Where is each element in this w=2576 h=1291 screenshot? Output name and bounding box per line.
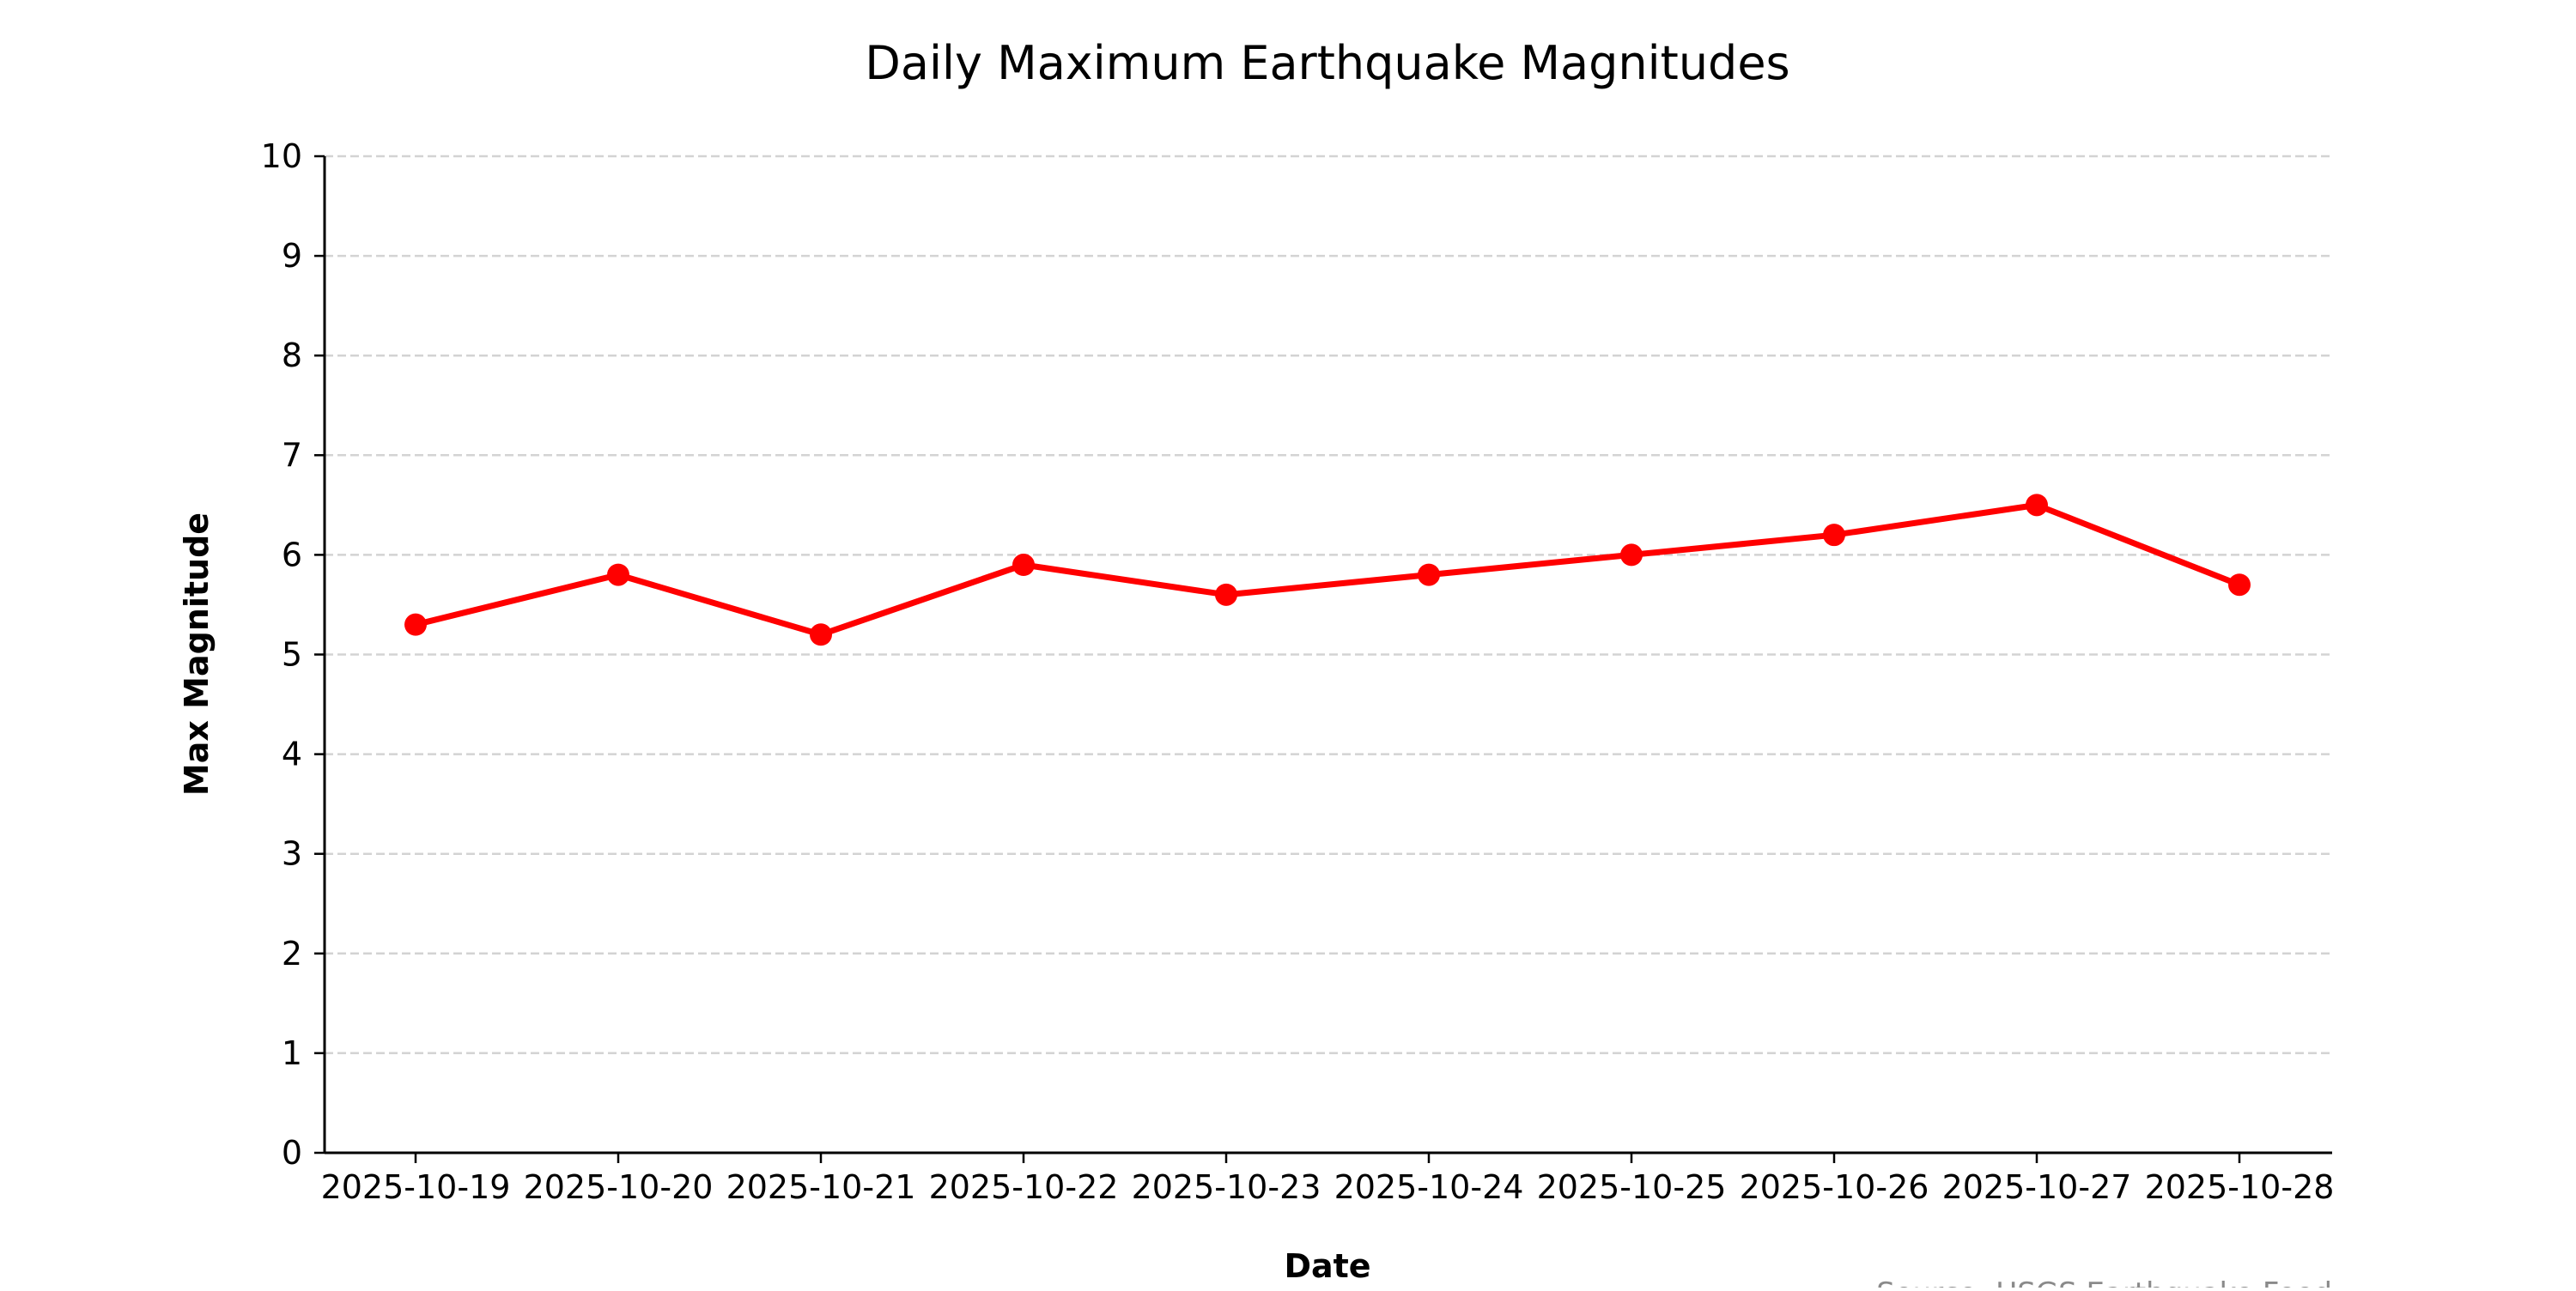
y-tick-label: 5 [282, 636, 302, 674]
series-layer [404, 494, 2251, 646]
data-point-marker [2026, 494, 2048, 517]
data-point-marker [810, 623, 832, 646]
series-line [415, 501, 2241, 638]
data-point-marker [1620, 543, 1643, 567]
y-tick-label: 9 [282, 237, 302, 275]
x-tick-label: 2025-10-25 [1537, 1168, 1727, 1206]
x-tick-label: 2025-10-26 [1740, 1168, 1929, 1206]
x-axis-label: Date [1284, 1247, 1370, 1285]
x-tick-label: 2025-10-19 [321, 1168, 511, 1206]
data-point-marker [404, 613, 427, 636]
x-tick-label: 2025-10-22 [929, 1168, 1119, 1206]
y-tick-label: 7 [282, 436, 302, 474]
x-tick-label: 2025-10-21 [726, 1168, 916, 1206]
source-note: Source: USGS Earthquake Feed [1876, 1276, 2332, 1288]
data-point-marker [1012, 554, 1035, 577]
y-tick-label: 6 [282, 536, 302, 573]
data-point-marker [1215, 583, 1237, 606]
tick-marks: 0 1 2 3 4 5 6 7 8 9 10 2025-10-19 2025-10-20 2025-10-… [261, 137, 2335, 1206]
y-tick-label: 2 [282, 935, 302, 973]
data-point-marker [1823, 524, 1845, 547]
y-tick-label: 10 [261, 137, 302, 175]
x-tick-label: 2025-10-27 [1942, 1168, 2132, 1206]
y-tick-label: 1 [282, 1034, 302, 1072]
x-tick-label: 2025-10-20 [524, 1168, 714, 1206]
y-tick-label: 4 [282, 736, 302, 773]
grid-lines [325, 155, 2332, 1055]
y-axis-label: Max Magnitude [178, 512, 216, 796]
chart-title: Daily Maximum Earthquake Magnitudes [865, 36, 1789, 90]
x-tick-label: 2025-10-24 [1334, 1168, 1524, 1206]
x-tick-label: 2025-10-23 [1132, 1168, 1321, 1206]
data-point-marker [607, 563, 629, 586]
x-tick-label: 2025-10-28 [2145, 1168, 2335, 1206]
y-tick-label: 8 [282, 336, 302, 374]
y-tick-label: 0 [282, 1134, 302, 1172]
y-tick-label: 3 [282, 835, 302, 873]
data-point-marker [2228, 573, 2251, 597]
data-point-marker [1418, 563, 1440, 586]
